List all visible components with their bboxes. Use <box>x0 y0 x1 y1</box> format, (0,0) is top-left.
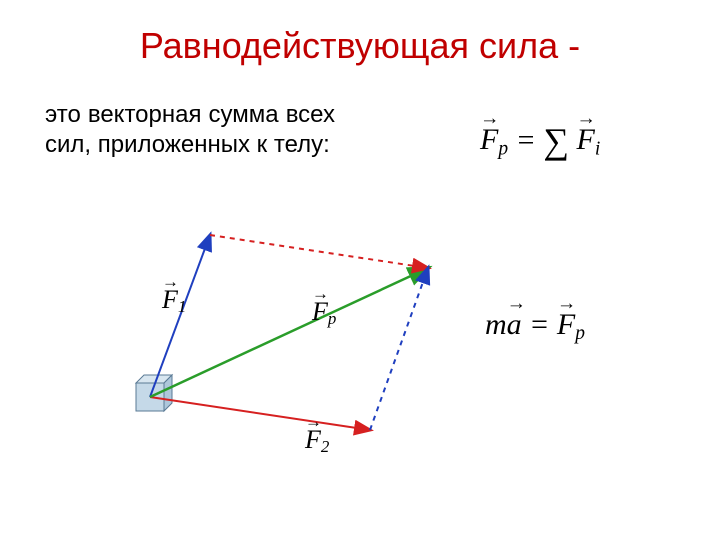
vector-diagram: F1 Fp F2 <box>120 215 470 490</box>
body-text: это векторная сумма всех сил, приложенны… <box>45 100 335 160</box>
label-F1: F1 <box>162 285 186 317</box>
equation-newton: ma = Fp <box>485 308 585 345</box>
slide-title: Равнодействующая сила - <box>0 25 720 67</box>
label-F2: F2 <box>305 425 329 457</box>
vector-svg <box>120 215 470 485</box>
label-Fp: Fp <box>312 297 336 329</box>
equation-sum-forces: Fp = ∑ Fi <box>480 120 600 162</box>
